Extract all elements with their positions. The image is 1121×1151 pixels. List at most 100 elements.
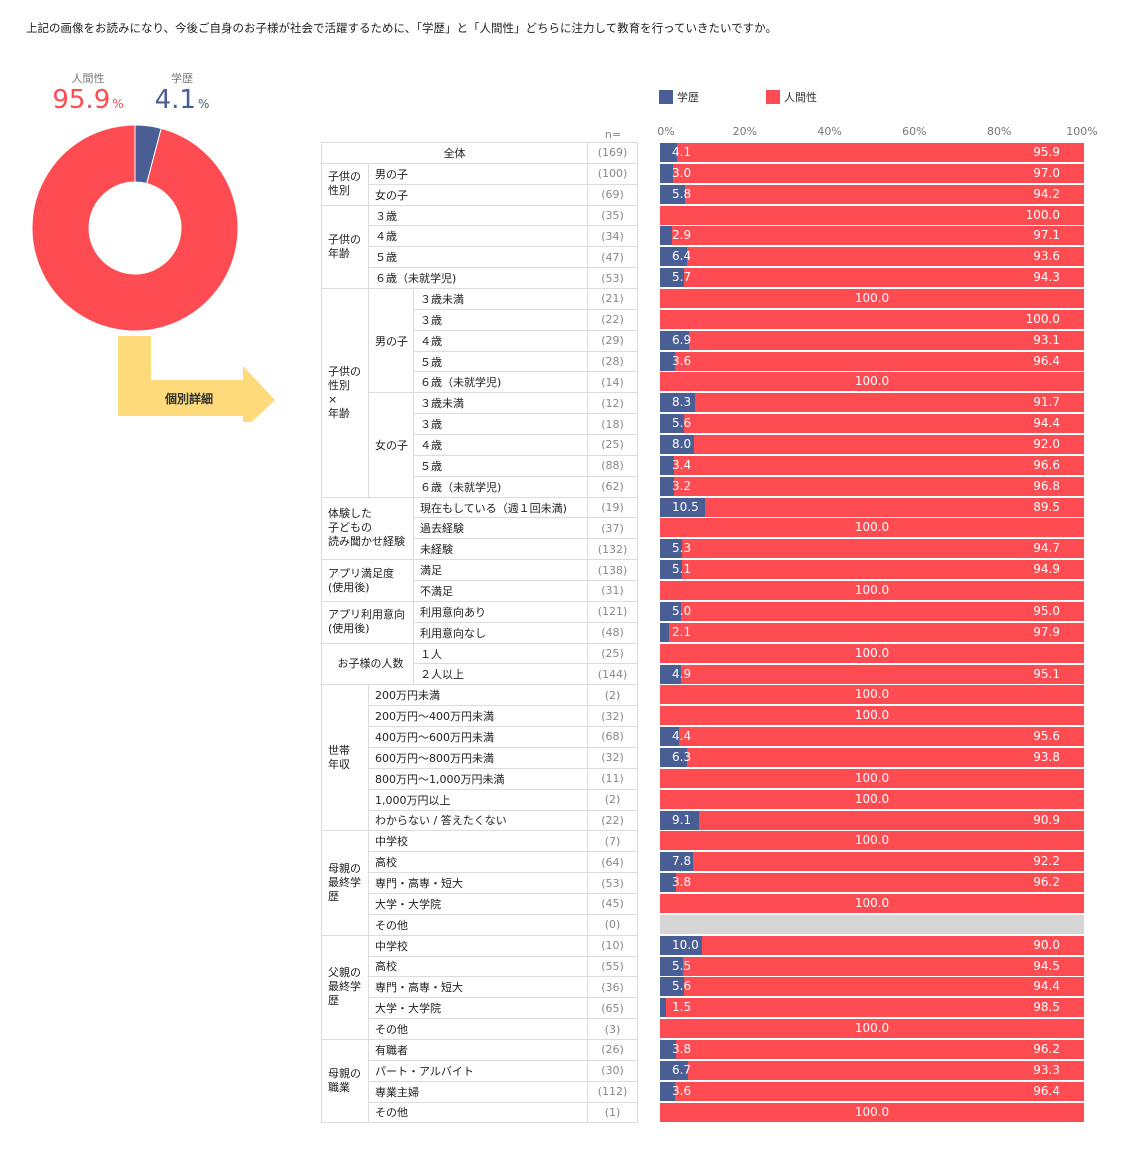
bar-segment-ningensei xyxy=(682,560,1084,579)
bar-label-ningensei: 96.4 xyxy=(1033,1083,1060,1098)
table-row: 全体 (169) xyxy=(321,142,638,164)
category-label: 世帯 年収 xyxy=(321,684,369,832)
bar-row: 100.0 xyxy=(660,289,1084,309)
bar-segment-ningensei xyxy=(683,957,1084,976)
bar-label-ningensei: 100.0 xyxy=(854,1104,890,1119)
bar-label-gakureki: 5.0 xyxy=(672,603,692,618)
table-row: 子供の 性別 男の子 (100) xyxy=(321,162,638,206)
bar-row: 3.6 96.4 xyxy=(660,351,1084,371)
bar-label-gakureki: 4.1 xyxy=(672,145,692,159)
sample-size: (169) xyxy=(587,142,638,164)
sample-size: (18) xyxy=(587,413,638,436)
row-label: その他 xyxy=(368,1018,588,1040)
bar-segment-gakureki xyxy=(660,601,682,621)
bar-segment-gakureki xyxy=(660,560,682,580)
category-label: 子供の 性別 xyxy=(321,162,369,206)
bar-label-ningensei: 100.0 xyxy=(854,770,890,785)
table-row: 母親の 職業 有職者 (26) xyxy=(321,1038,638,1124)
table-row: その他 (3) xyxy=(322,1018,638,1040)
sample-size: (53) xyxy=(587,267,638,290)
sample-size: (3) xyxy=(587,1018,638,1040)
bar-label-gakureki: 2.1 xyxy=(672,624,692,639)
bar-segment-ningensei xyxy=(687,247,1084,266)
bar-row: 5.5 94.5 xyxy=(660,956,1084,976)
gakureki-summary: 学歴 4.1% xyxy=(150,70,214,114)
bar-segment-ningensei xyxy=(685,185,1084,204)
n-column-label: n= xyxy=(604,128,622,141)
row-label: ４歳 xyxy=(413,434,588,456)
bar-label-gakureki: 5.1 xyxy=(672,562,692,577)
bar-label-ningensei: 98.5 xyxy=(1033,1000,1060,1015)
row-label: ３歳 xyxy=(413,413,588,436)
row-label: 200万円～400万円未満 xyxy=(368,705,588,728)
bar-label-ningensei: 93.8 xyxy=(1033,749,1060,764)
sample-size: (34) xyxy=(587,225,638,248)
row-label: 大学・大学院 xyxy=(368,892,588,915)
table-row: 高校 (64) xyxy=(322,851,638,874)
table-row: ５歳 (47) xyxy=(322,246,638,269)
bar-row: 100.0 xyxy=(660,205,1084,225)
bar-segment-gakureki xyxy=(660,747,687,767)
table-row: わからない / 答えたくない (22) xyxy=(322,809,638,832)
sample-size: (35) xyxy=(587,204,638,227)
table-row: 過去経験 (37) xyxy=(322,517,638,540)
bar-label-ningensei: 100.0 xyxy=(854,833,890,848)
bar-segment-gakureki xyxy=(660,977,684,997)
bar-segment-ningensei xyxy=(679,727,1084,746)
bar-segment-gakureki xyxy=(660,184,685,204)
bar-label-ningensei: 95.1 xyxy=(1033,666,1060,681)
bar-label-ningensei: 96.2 xyxy=(1033,875,1060,890)
bar-segment-ningensei xyxy=(702,936,1084,955)
row-label: ４歳 xyxy=(368,225,588,248)
bar-row: 5.6 94.4 xyxy=(660,977,1084,997)
bar-row: 5.3 94.7 xyxy=(660,539,1084,559)
sample-size: (26) xyxy=(587,1038,638,1061)
bar-row: 6.7 93.3 xyxy=(660,1060,1084,1080)
sample-size: (22) xyxy=(587,308,638,331)
bar-segment-ningensei xyxy=(674,477,1084,496)
row-label: 高校 xyxy=(368,851,588,874)
bar-label-gakureki: 3.8 xyxy=(672,1041,692,1056)
row-label: 有職者 xyxy=(368,1038,588,1061)
bar-row: 100.0 xyxy=(660,309,1084,329)
sample-size: (100) xyxy=(587,162,638,185)
bar-segment-ningensei xyxy=(699,811,1084,830)
table-row: 子供の 年齢 ３歳 (35) xyxy=(321,204,638,290)
bar-segment-ningensei xyxy=(669,623,1084,642)
table-row: パート・アルバイト (30) xyxy=(322,1059,638,1082)
row-label: 600万円～800万円未満 xyxy=(368,746,588,769)
row-label: 女の子 xyxy=(368,183,588,206)
bar-row: 100.0 xyxy=(660,1102,1084,1122)
table-row: ２人以上 (144) xyxy=(322,663,638,686)
bar-label-ningensei: 100.0 xyxy=(854,687,890,702)
bar-segment-gakureki xyxy=(660,852,694,872)
bar-label-gakureki: 5.7 xyxy=(672,270,692,285)
bar-segment-ningensei xyxy=(660,206,1084,225)
bar-segment-ningensei xyxy=(684,414,1084,433)
bar-label-gakureki: 5.6 xyxy=(672,979,692,994)
bar-row: 5.7 94.3 xyxy=(660,268,1084,288)
bar-row: 4.1 95.9 xyxy=(660,143,1084,162)
bar-label-ningensei: 95.9 xyxy=(1033,145,1060,159)
sample-size: (2) xyxy=(587,684,638,707)
table-row: 女の子 ３歳未満 (12) xyxy=(322,392,638,498)
bar-segment-ningensei xyxy=(689,331,1084,350)
bar-row: 7.8 92.2 xyxy=(660,852,1084,872)
donut-chart xyxy=(31,124,239,332)
bar-row: 100.0 xyxy=(660,685,1084,705)
category-label: 子供の 年齢 xyxy=(321,204,369,290)
x-tick-label: 40% xyxy=(817,125,842,138)
bar-segment-ningensei xyxy=(675,1082,1084,1101)
bar-row: 1.5 98.5 xyxy=(660,998,1084,1018)
gakureki-summary-value: 4.1 xyxy=(154,85,196,115)
bar-row: 2.1 97.9 xyxy=(660,622,1084,642)
row-label: 800万円～1,000万円未満 xyxy=(368,767,588,790)
category-label: 母親の 最終学歴 xyxy=(321,830,369,936)
bar-label-gakureki: 4.9 xyxy=(672,666,692,681)
sample-size: (30) xyxy=(587,1059,638,1082)
bar-row: 3.8 96.2 xyxy=(660,1039,1084,1059)
bar-segment-gakureki xyxy=(660,351,676,371)
callout-arrow-shape xyxy=(118,336,275,422)
table-row: 父親の 最終学歴 中学校 (10) xyxy=(321,934,638,1040)
bar-segment-ningensei xyxy=(705,498,1084,517)
